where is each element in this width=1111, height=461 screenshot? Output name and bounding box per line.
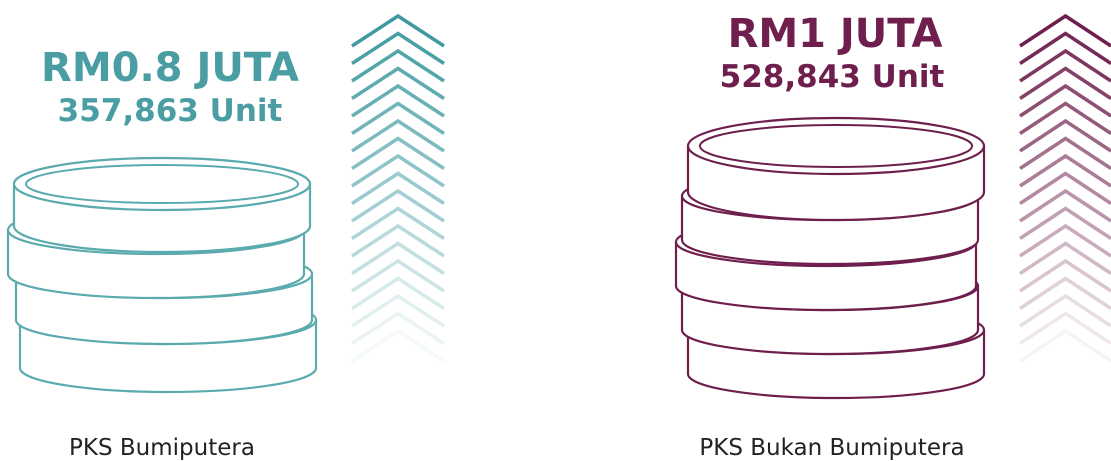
coin-top (688, 118, 984, 174)
chevrons-left (352, 16, 444, 361)
chevrons-right (1020, 16, 1111, 361)
infographic: RM0.8 JUTA 357,863 Unit PKS Bumiputera R… (0, 0, 1111, 461)
units: 528,843 Unit (720, 59, 945, 95)
panel-label: PKS Bukan Bumiputera (699, 435, 964, 461)
chevron (1020, 16, 1111, 46)
coin-stack-right (676, 118, 984, 398)
panel-label: PKS Bumiputera (69, 435, 255, 461)
amount: RM0.8 JUTA (41, 45, 299, 91)
coin-stack-left (8, 158, 316, 392)
units: 357,863 Unit (58, 93, 283, 129)
chevron (352, 16, 444, 46)
amount: RM1 JUTA (728, 11, 943, 57)
